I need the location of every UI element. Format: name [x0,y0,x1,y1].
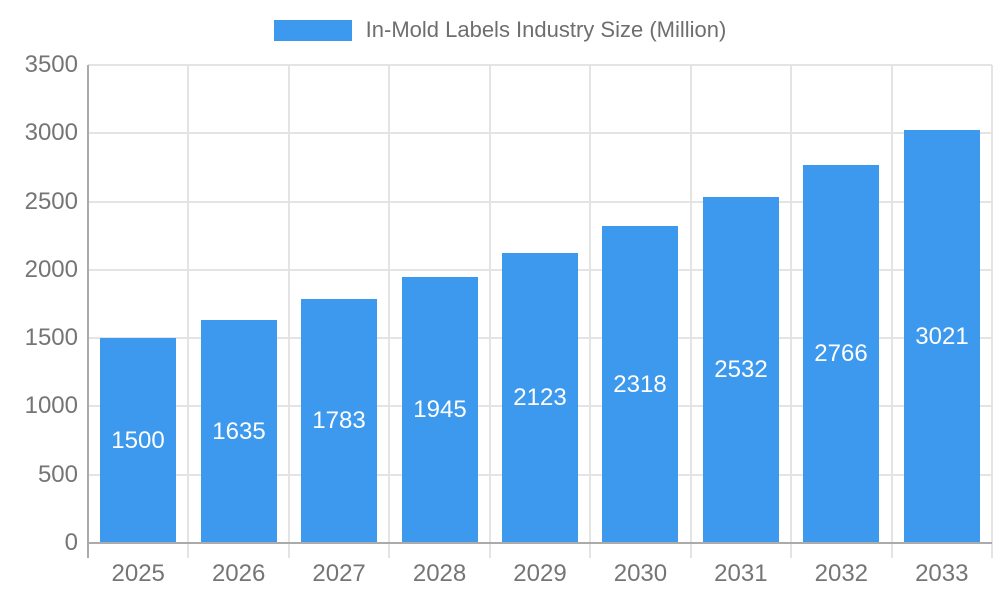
bar-2027[interactable]: 1783 [301,299,377,543]
bar-value-label: 1635 [212,417,266,445]
x-tick-label-2029: 2029 [513,560,567,587]
bar-value-label: 2123 [513,384,567,411]
x-gridline-5 [589,65,591,558]
bar-2028[interactable]: 1945 [402,277,478,543]
x-gridline-4 [489,65,491,558]
y-tick-label-0: 0 [64,529,78,556]
x-tick-label-2030: 2030 [613,560,668,587]
x-tick-label-2032: 2032 [814,560,869,587]
y-tick-label-2500: 2500 [24,187,78,215]
y-tick-label-1000: 1000 [24,392,78,420]
bar-value-label: 2318 [613,370,667,398]
legend-label: In-Mold Labels Industry Size (Million) [365,17,727,42]
x-gridline-9 [991,65,993,558]
x-tick-label-2031: 2031 [714,560,768,587]
y-gridline-2500 [88,200,992,203]
bar-value-label: 3021 [915,322,969,350]
bar-value-label: 1945 [413,396,467,423]
bar-value-label: 1500 [111,426,165,454]
bar-value-label: 1783 [312,407,366,434]
y-axis-line [87,65,89,558]
y-gridline-3500 [88,64,992,66]
bar-value-label: 2532 [714,356,768,383]
x-tick-label-2028: 2028 [412,560,467,587]
x-tick-label-2027: 2027 [312,560,366,587]
legend-swatch-icon [273,19,352,41]
x-gridline-6 [690,65,692,558]
x-tick-label-2025: 2025 [111,560,165,587]
bar-2031[interactable]: 2532 [703,197,779,543]
y-tick-label-3000: 3000 [24,119,78,147]
x-tick-label-2026: 2026 [211,560,266,587]
y-tick-label-2000: 2000 [24,255,78,283]
chart-legend: In-Mold Labels Industry Size (Million) [0,17,1000,43]
x-tick-label-2033: 2033 [915,560,969,587]
y-gridline-3000 [88,132,992,135]
bar-2029[interactable]: 2123 [502,253,578,543]
bar-2026[interactable]: 1635 [201,320,277,543]
bar-2032[interactable]: 2766 [803,165,879,543]
x-gridline-7 [790,65,792,558]
x-gridline-1 [187,65,189,558]
bar-2033[interactable]: 3021 [904,130,980,543]
y-tick-label-3500: 3500 [24,51,78,78]
x-gridline-3 [388,65,390,558]
y-gridline-0 [88,542,992,544]
bar-value-label: 2766 [814,340,868,367]
x-gridline-2 [288,65,290,558]
bar-2030[interactable]: 2318 [602,226,678,543]
y-tick-label-500: 500 [37,460,78,488]
x-gridline-8 [891,65,893,558]
y-tick-label-1500: 1500 [24,324,78,352]
plot-area: 1500 1635 1783 1945 2123 2318 2532 2766 3021 [87,64,993,558]
legend-item-industry-size[interactable]: In-Mold Labels Industry Size (Million) [273,17,727,43]
bar-2025[interactable]: 1500 [100,338,176,543]
